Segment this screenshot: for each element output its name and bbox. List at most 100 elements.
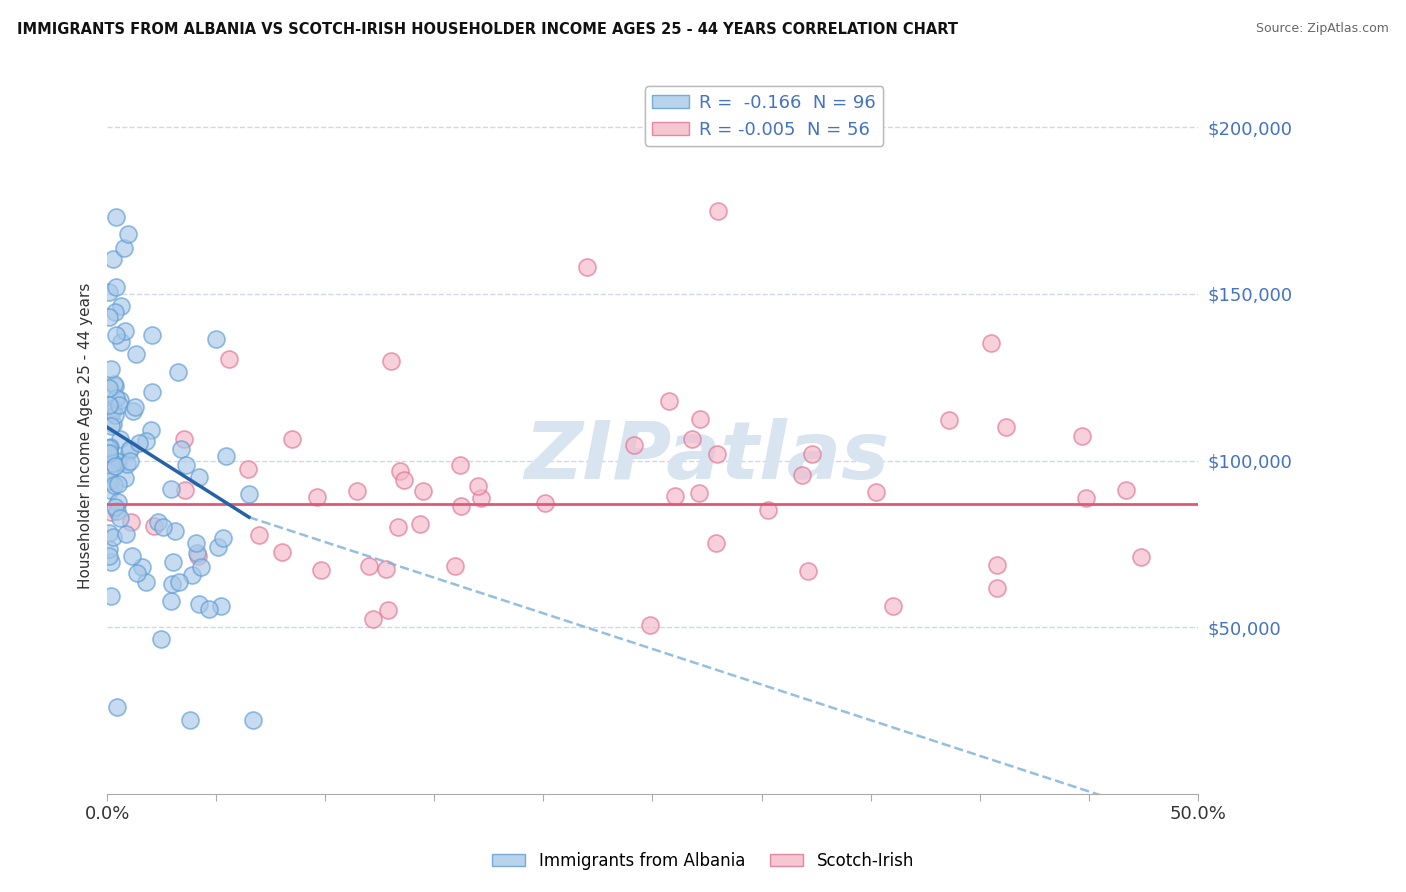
Point (305, 490, 328, 504)
Point (174, 483, 197, 498)
Point (108, 392, 131, 407)
Point (681, 432, 703, 446)
Point (238, 487, 260, 501)
Point (98, 483, 121, 497)
Point (190, 560, 212, 574)
Point (444, 558, 467, 573)
Point (346, 483, 368, 498)
Point (377, 603, 399, 617)
Point (980, 336, 1002, 351)
Point (188, 470, 211, 484)
Point (184, 536, 207, 550)
Point (638, 618, 661, 632)
Point (470, 491, 492, 505)
Point (105, 454, 128, 468)
Point (994, 420, 1017, 434)
Point (118, 442, 141, 456)
Point (104, 305, 127, 319)
Point (658, 393, 681, 408)
Point (103, 478, 125, 492)
Point (104, 458, 127, 473)
Point (187, 549, 209, 564)
Point (124, 400, 146, 414)
Legend: Immigrants from Albania, Scotch-Irish: Immigrants from Albania, Scotch-Irish (485, 846, 921, 877)
Point (160, 483, 183, 497)
Point (103, 417, 125, 432)
Text: IMMIGRANTS FROM ALBANIA VS SCOTCH-IRISH HOUSEHOLDER INCOME AGES 25 - 44 YEARS CO: IMMIGRANTS FROM ALBANIA VS SCOTCH-IRISH … (17, 22, 957, 37)
Point (100, 555, 122, 569)
Point (467, 478, 489, 492)
Point (122, 404, 145, 418)
Point (533, 496, 555, 510)
Point (247, 528, 270, 542)
Point (449, 458, 471, 473)
Point (100, 505, 122, 519)
Point (98, 549, 121, 563)
Point (107, 455, 129, 469)
Point (412, 484, 434, 499)
Point (271, 544, 294, 558)
Point (209, 599, 232, 613)
Point (98, 447, 121, 461)
Point (707, 203, 730, 218)
Point (211, 531, 233, 545)
Point (110, 299, 132, 313)
Point (108, 511, 131, 525)
Point (389, 464, 412, 478)
Point (986, 558, 1008, 573)
Point (387, 520, 409, 534)
Point (146, 515, 169, 529)
Point (98, 525, 121, 540)
Point (180, 568, 202, 582)
Point (105, 280, 128, 294)
Point (98, 542, 121, 557)
Point (98, 445, 121, 459)
Point (98, 474, 121, 488)
Point (141, 327, 163, 342)
Point (1074, 491, 1097, 505)
Point (1130, 549, 1153, 564)
Text: Source: ZipAtlas.com: Source: ZipAtlas.com (1256, 22, 1389, 36)
Text: ZIPatlas: ZIPatlas (524, 418, 890, 496)
Legend: R =  -0.166  N = 96, R = -0.005  N = 56: R = -0.166 N = 96, R = -0.005 N = 56 (645, 87, 883, 146)
Point (309, 563, 332, 577)
Point (105, 391, 128, 405)
Point (117, 457, 139, 471)
Point (214, 449, 236, 463)
Point (114, 324, 136, 338)
Point (141, 385, 163, 400)
Point (167, 575, 190, 590)
Point (409, 516, 432, 531)
Point (938, 413, 960, 427)
Point (357, 558, 380, 573)
Point (120, 515, 142, 529)
Point (128, 436, 150, 450)
Point (218, 351, 240, 366)
Point (756, 503, 779, 517)
Point (105, 700, 128, 714)
Point (242, 714, 264, 728)
Point (162, 555, 184, 569)
Point (104, 379, 127, 393)
Point (173, 432, 195, 446)
Point (174, 458, 197, 472)
Point (107, 495, 129, 509)
Point (114, 471, 136, 485)
Point (188, 597, 211, 611)
Point (103, 376, 125, 391)
Point (162, 577, 184, 591)
Point (380, 353, 402, 368)
Point (118, 454, 141, 468)
Point (101, 252, 124, 266)
Point (112, 241, 135, 255)
Point (704, 535, 727, 549)
Point (110, 334, 132, 349)
Point (98, 440, 121, 454)
Point (865, 485, 887, 500)
Point (101, 405, 124, 419)
Point (104, 500, 127, 514)
Point (166, 365, 188, 379)
Point (796, 564, 818, 578)
Point (101, 401, 124, 415)
Point (186, 545, 208, 559)
